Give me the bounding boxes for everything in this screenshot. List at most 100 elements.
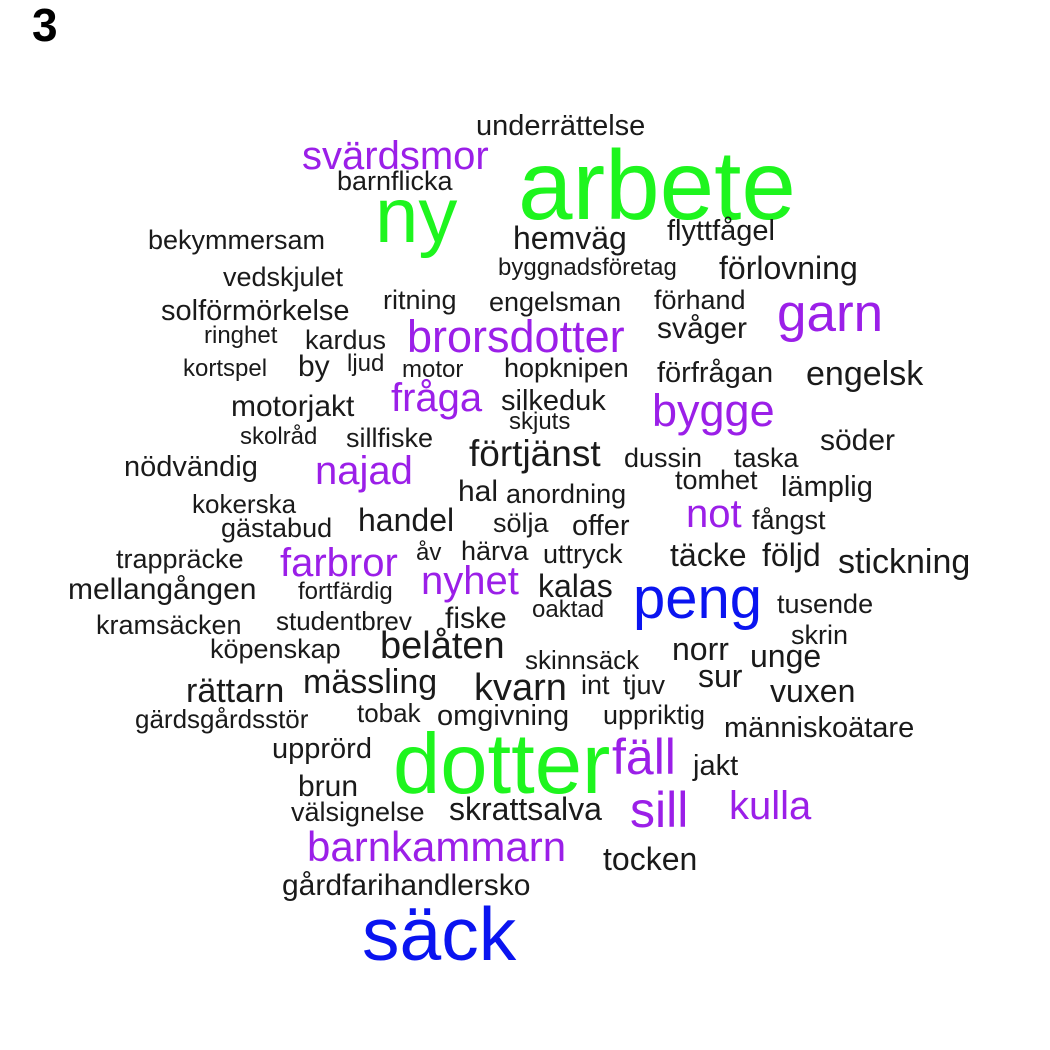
word-73: unge bbox=[750, 638, 822, 674]
word-74: skinnsäck bbox=[525, 645, 640, 675]
word-45: not bbox=[686, 492, 742, 536]
word-53: åv bbox=[416, 539, 442, 566]
word-68: fiske bbox=[445, 602, 507, 635]
word-19: brorsdotter bbox=[407, 311, 625, 362]
word-57: följd bbox=[762, 537, 821, 573]
word-2: arbete bbox=[518, 130, 796, 240]
word-70: köpenskap bbox=[210, 634, 341, 664]
word-72: norr bbox=[672, 631, 729, 667]
word-40: tomhet bbox=[675, 465, 758, 495]
word-86: människoätare bbox=[724, 712, 915, 744]
word-20: kortspel bbox=[183, 355, 268, 382]
word-22: ljud bbox=[347, 350, 385, 377]
word-83: tobak bbox=[357, 698, 421, 728]
word-69: skrin bbox=[791, 620, 849, 650]
word-77: rättarn bbox=[186, 672, 285, 710]
word-99: säck bbox=[362, 892, 517, 976]
word-26: engelsk bbox=[806, 355, 924, 393]
word-71: belåten bbox=[380, 625, 505, 667]
word-13: förhand bbox=[654, 285, 746, 315]
word-8: byggnadsföretag bbox=[498, 254, 677, 281]
word-64: tusende bbox=[777, 589, 874, 619]
word-94: sill bbox=[630, 782, 689, 838]
word-80: tjuv bbox=[623, 670, 666, 700]
word-51: trappräcke bbox=[116, 544, 244, 574]
word-32: skolråd bbox=[240, 423, 318, 450]
word-47: sölja bbox=[493, 508, 549, 538]
word-44: anordning bbox=[506, 479, 627, 509]
word-25: förfrågan bbox=[657, 357, 774, 389]
word-97: tocken bbox=[603, 841, 698, 877]
word-17: ringhet bbox=[204, 322, 278, 349]
word-31: skjuts bbox=[509, 408, 571, 435]
word-92: välsignelse bbox=[291, 797, 425, 827]
word-41: lämplig bbox=[781, 471, 873, 503]
word-15: solförmörkelse bbox=[161, 295, 350, 327]
word-76: mässling bbox=[303, 663, 438, 701]
word-56: täcke bbox=[670, 537, 747, 573]
word-65: oaktad bbox=[532, 596, 605, 623]
word-52: farbror bbox=[280, 541, 398, 585]
word-16: svåger bbox=[657, 312, 748, 345]
word-67: studentbrev bbox=[276, 606, 412, 636]
word-59: nyhet bbox=[421, 559, 519, 603]
word-95: kulla bbox=[729, 784, 812, 828]
word-75: sur bbox=[698, 658, 743, 694]
word-79: int bbox=[581, 670, 610, 700]
word-11: ritning bbox=[383, 285, 457, 315]
word-4: ny bbox=[375, 171, 458, 259]
word-78: kvarn bbox=[474, 667, 567, 709]
word-36: nödvändig bbox=[124, 451, 258, 483]
word-98: gårdfarihandlersko bbox=[282, 869, 531, 902]
word-82: gärdsgårdsstör bbox=[135, 704, 309, 734]
word-10: vedskjulet bbox=[223, 262, 344, 292]
word-62: fortfärdig bbox=[298, 578, 393, 605]
word-37: najad bbox=[315, 449, 413, 493]
word-42: kokerska bbox=[192, 489, 297, 519]
word-23: motor bbox=[402, 356, 464, 383]
word-50: gästabud bbox=[221, 513, 333, 543]
word-43: hal bbox=[458, 475, 499, 508]
word-9: förlovning bbox=[719, 250, 858, 286]
word-84: omgivning bbox=[437, 700, 570, 732]
word-18: kardus bbox=[305, 325, 387, 355]
word-90: jakt bbox=[693, 750, 739, 782]
word-48: offer bbox=[572, 510, 630, 542]
word-93: skrattsalva bbox=[449, 791, 602, 827]
word-61: kalas bbox=[538, 568, 613, 604]
word-12: engelsman bbox=[489, 287, 622, 317]
word-91: brun bbox=[298, 770, 359, 803]
word-81: vuxen bbox=[770, 673, 856, 709]
word-29: silkeduk bbox=[501, 385, 606, 417]
word-54: härva bbox=[461, 536, 529, 566]
word-88: dotter bbox=[393, 717, 611, 812]
word-7: flyttfågel bbox=[667, 215, 775, 247]
panel-label: 3 bbox=[32, 0, 58, 51]
word-3: barnflicka bbox=[337, 166, 453, 196]
word-49: fångst bbox=[752, 505, 826, 535]
word-89: fäll bbox=[612, 729, 676, 785]
word-5: bekymmersam bbox=[148, 225, 326, 255]
word-58: stickning bbox=[838, 543, 971, 581]
word-6: hemväg bbox=[513, 220, 627, 256]
word-87: upprörd bbox=[272, 733, 372, 765]
word-46: handel bbox=[358, 502, 455, 538]
word-34: söder bbox=[820, 424, 896, 457]
word-35: förtjänst bbox=[469, 433, 601, 474]
word-39: taska bbox=[734, 443, 799, 473]
word-27: motorjakt bbox=[231, 390, 355, 423]
word-21: by bbox=[298, 350, 330, 383]
word-24: hopknipen bbox=[504, 353, 629, 383]
word-55: uttryck bbox=[543, 539, 623, 569]
word-66: kramsäcken bbox=[96, 610, 242, 640]
word-1: svärdsmor bbox=[302, 134, 489, 178]
word-30: bygge bbox=[652, 385, 775, 436]
word-63: peng bbox=[633, 566, 763, 631]
word-85: uppriktig bbox=[603, 700, 706, 730]
word-60: mellangången bbox=[68, 573, 257, 606]
word-38: dussin bbox=[624, 443, 703, 473]
word-33: sillfiske bbox=[346, 423, 434, 453]
word-28: fråga bbox=[391, 376, 483, 420]
word-14: garn bbox=[777, 284, 884, 343]
